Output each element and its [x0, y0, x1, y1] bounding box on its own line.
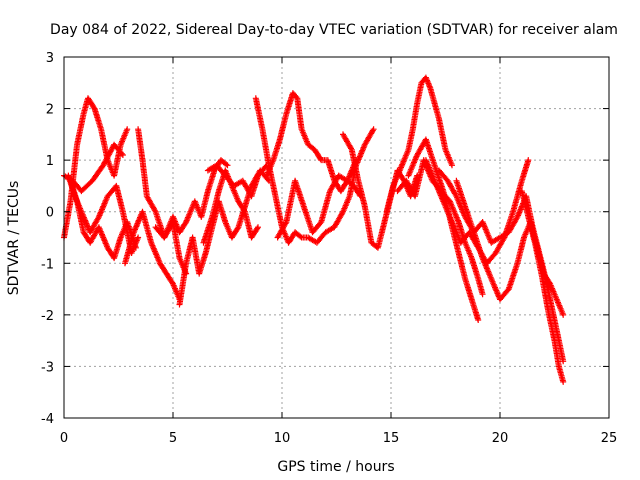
axis-ticks: [63, 56, 610, 419]
x-tick-label: 20: [492, 431, 509, 446]
series-point-marks: [263, 90, 364, 200]
y-tick-label: 3: [46, 51, 54, 66]
series-15: [383, 74, 455, 215]
series-21: [518, 188, 567, 385]
y-axis-label: SDTVAR / TECUs: [6, 181, 22, 296]
series-5: [122, 208, 183, 303]
y-tick-label: 0: [46, 206, 54, 221]
y-tick-label: -2: [41, 309, 54, 324]
y-tick-label: -3: [41, 360, 54, 375]
y-tick-label: 2: [46, 103, 54, 118]
data-series: [61, 74, 567, 385]
y-tick-label: -1: [41, 257, 54, 272]
x-axis-label: GPS time / hours: [277, 459, 394, 475]
x-tick-label: 15: [383, 431, 400, 446]
series-10: [204, 162, 270, 200]
y-tick-label: -4: [41, 412, 54, 427]
series-point-marks: [518, 188, 567, 385]
series-point-marks: [122, 208, 183, 303]
series-4: [67, 177, 139, 262]
series-point-marks: [274, 157, 360, 241]
series-point-marks: [204, 162, 270, 200]
series-12: [263, 90, 364, 200]
plot-frame: [63, 56, 610, 419]
x-tick-label: 25: [601, 431, 618, 446]
x-tick-label: 0: [60, 431, 68, 446]
y-tick-label: 1: [46, 154, 54, 169]
series-13: [274, 157, 360, 241]
series-point-marks: [383, 74, 455, 215]
tick-labels: 0 5 10 15 20 25 -4 -3 -2 -1 0 1 2 3: [41, 51, 617, 446]
series-point-marks: [67, 177, 139, 262]
chart-title: Day 084 of 2022, Sidereal Day-to-day VTE…: [50, 22, 618, 38]
x-tick-label: 5: [169, 431, 177, 446]
x-tick-label: 10: [274, 431, 291, 446]
